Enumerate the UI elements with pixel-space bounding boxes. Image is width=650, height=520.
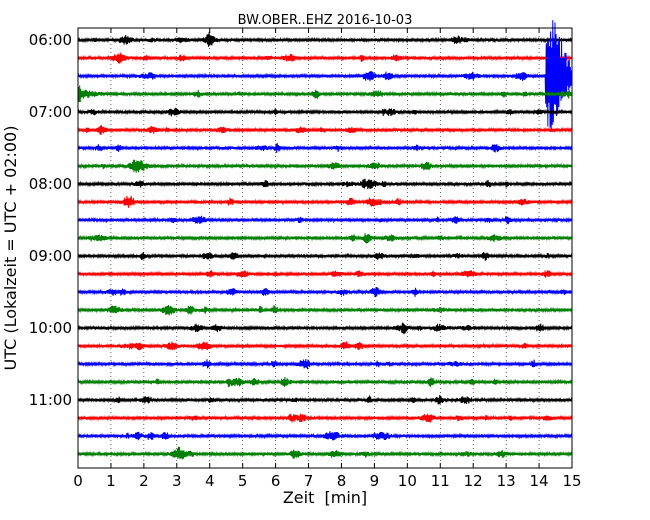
- x-tick-label: 13: [497, 472, 516, 490]
- y-tick-label: 07:00: [29, 103, 72, 121]
- x-tick-label: 8: [337, 472, 347, 490]
- grid: [110, 28, 540, 468]
- x-tick-label: 10: [398, 472, 417, 490]
- y-axis-ticks: 06:00 07:00 08:00 09:00 10:00 11:00: [29, 31, 572, 409]
- seismic-trace: [77, 431, 573, 441]
- x-tick-label: 7: [304, 472, 314, 490]
- seismic-trace: [77, 446, 573, 460]
- y-tick-label: 10:00: [29, 319, 72, 337]
- x-tick-label: 1: [106, 472, 116, 490]
- seismic-trace: [77, 195, 573, 208]
- seismic-trace: [77, 233, 573, 244]
- x-tick-label: 4: [205, 472, 215, 490]
- plot-frame: [77, 27, 573, 469]
- seismic-trace: [77, 52, 573, 64]
- x-tick-label: 9: [370, 472, 380, 490]
- x-tick-label: 5: [238, 472, 248, 490]
- traces: [77, 20, 573, 460]
- seismic-trace: [77, 85, 573, 103]
- seismic-trace: [77, 322, 573, 335]
- seismic-trace: [77, 305, 573, 316]
- y-tick-label: 08:00: [29, 175, 72, 193]
- plot-area: [78, 28, 572, 468]
- seismic-trace: [77, 107, 573, 117]
- seismic-trace: [77, 251, 573, 261]
- seismic-trace: [77, 358, 573, 370]
- seismic-trace: [77, 143, 573, 153]
- seismic-trace: [77, 287, 573, 298]
- x-tick-label: 14: [530, 472, 549, 490]
- seismic-trace: [77, 413, 573, 423]
- x-axis-label: Zeit [min]: [283, 488, 367, 507]
- seismic-trace: [77, 31, 573, 47]
- seismic-trace: [77, 178, 573, 190]
- seismic-trace: [77, 341, 573, 351]
- seismic-trace: [77, 270, 573, 278]
- seismic-trace: [77, 394, 573, 405]
- seismic-trace: [77, 376, 573, 388]
- seismic-trace: [77, 125, 573, 136]
- x-tick-label: 15: [562, 472, 581, 490]
- x-tick-label: 6: [271, 472, 281, 490]
- seismic-trace: [77, 159, 573, 173]
- x-tick-label: 2: [139, 472, 149, 490]
- chart-title: BW.OBER..EHZ 2016-10-03: [238, 13, 413, 28]
- x-axis-ticks: 0 1 2 3 4 5 6 7 8 9 10 11 12 13 14 15: [73, 28, 582, 490]
- y-tick-label: 09:00: [29, 247, 72, 265]
- y-axis-label: UTC (Lokalzeit = UTC + 02:00): [1, 126, 20, 371]
- y-tick-label: 06:00: [29, 31, 72, 49]
- seismic-trace: [77, 20, 573, 133]
- x-tick-label: 11: [431, 472, 450, 490]
- x-tick-label: 3: [172, 472, 182, 490]
- x-tick-label: 12: [464, 472, 483, 490]
- y-tick-label: 11:00: [29, 391, 72, 409]
- seismic-trace: [77, 215, 573, 225]
- x-tick-label: 0: [73, 472, 83, 490]
